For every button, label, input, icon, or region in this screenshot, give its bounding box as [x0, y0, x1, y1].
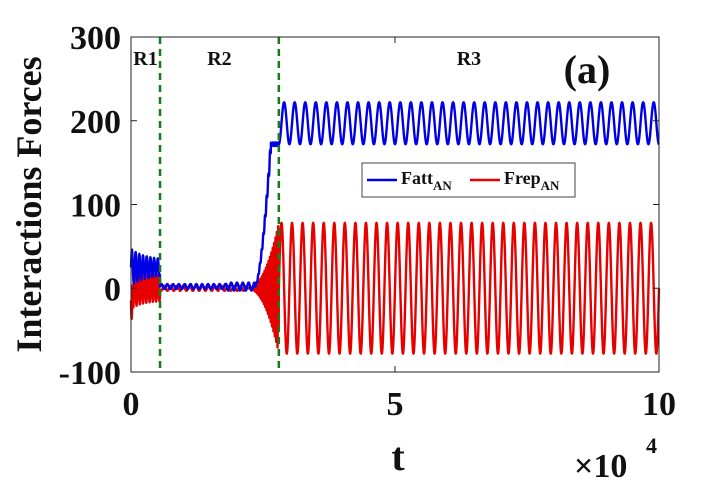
region-label-r2: R2: [207, 48, 231, 70]
y-axis-label: Interactions Forces: [9, 56, 49, 352]
y-tick-label: 0: [104, 271, 121, 308]
legend-label-subscript: AN: [433, 178, 452, 193]
region-label-r1: R1: [133, 48, 157, 70]
y-tick-label: 100: [70, 188, 121, 225]
legend-label-subscript: AN: [541, 178, 560, 193]
y-tick-label: 200: [70, 104, 121, 141]
region-label-r3: R3: [457, 48, 481, 70]
series-line-frep: [129, 221, 661, 355]
x-tick-label: 10: [642, 386, 676, 423]
panel-label: (a): [564, 47, 611, 92]
series-line-fatt: [129, 101, 661, 292]
x-tick-label: 0: [123, 386, 140, 423]
y-tick-label: 300: [70, 20, 121, 57]
legend: FattAN FrepAN: [361, 162, 576, 198]
x-axis-multiplier-exponent: 4: [646, 433, 657, 458]
legend-box: [361, 162, 576, 198]
y-tick-label: -100: [59, 355, 121, 392]
series-lines: [129, 101, 661, 355]
x-axis-label: t: [391, 434, 405, 479]
x-tick-label: 5: [387, 386, 404, 423]
x-axis-multiplier: ×10: [574, 448, 627, 485]
